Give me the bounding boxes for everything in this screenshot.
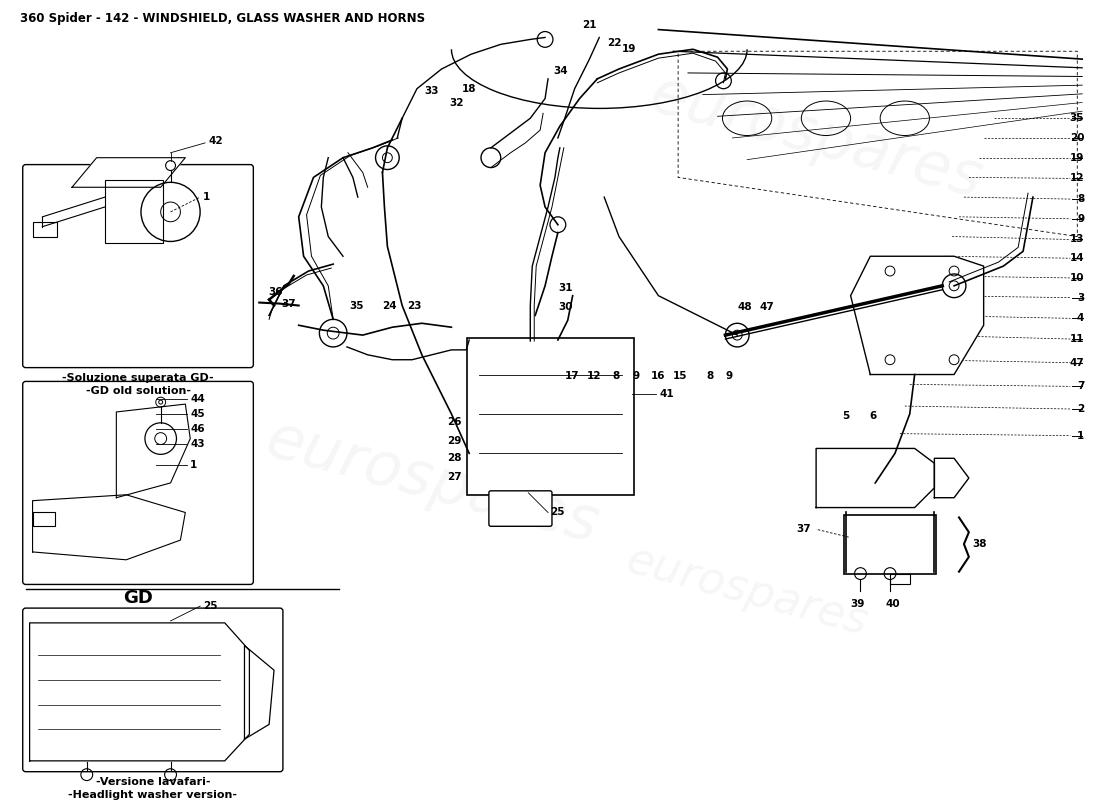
Text: 47: 47	[759, 302, 774, 313]
Text: 28: 28	[447, 454, 462, 463]
FancyBboxPatch shape	[844, 515, 936, 574]
Text: 1: 1	[1077, 430, 1085, 441]
Text: 24: 24	[382, 301, 397, 310]
Text: 42: 42	[208, 136, 222, 146]
Polygon shape	[244, 646, 274, 739]
Text: 45: 45	[190, 409, 205, 419]
Text: -Versione lavafari-: -Versione lavafari-	[96, 777, 210, 786]
Text: 12: 12	[1069, 174, 1085, 183]
Polygon shape	[850, 256, 983, 374]
Text: 19: 19	[1070, 153, 1085, 162]
Text: 44: 44	[190, 394, 205, 404]
Text: 38: 38	[971, 539, 987, 549]
Text: 18: 18	[462, 84, 476, 94]
Text: 25: 25	[550, 507, 564, 518]
Text: 30: 30	[558, 302, 573, 313]
Text: 41: 41	[659, 390, 674, 399]
Text: 1: 1	[204, 192, 210, 202]
Text: 29: 29	[448, 435, 462, 446]
Text: 13: 13	[1069, 234, 1085, 245]
Text: 9: 9	[632, 371, 639, 382]
Text: 15: 15	[673, 371, 688, 382]
Text: 26: 26	[447, 417, 462, 427]
Text: 35: 35	[350, 301, 364, 310]
Text: 25: 25	[204, 601, 218, 611]
Text: eurospares: eurospares	[260, 410, 604, 556]
FancyBboxPatch shape	[488, 491, 552, 526]
Text: 1: 1	[190, 460, 198, 470]
Polygon shape	[30, 623, 250, 761]
Text: 46: 46	[190, 424, 205, 434]
Text: 23: 23	[407, 301, 421, 310]
Text: 37: 37	[282, 298, 296, 309]
Text: 6: 6	[870, 411, 877, 421]
Text: 31: 31	[558, 282, 573, 293]
Text: eurospares: eurospares	[621, 538, 872, 644]
Text: 7: 7	[1077, 382, 1085, 391]
Text: 40: 40	[886, 599, 900, 610]
Text: 17: 17	[564, 371, 579, 382]
Text: 8: 8	[613, 371, 619, 382]
Text: 22: 22	[607, 38, 621, 48]
Text: 27: 27	[447, 472, 462, 482]
Polygon shape	[117, 404, 190, 498]
FancyBboxPatch shape	[23, 608, 283, 772]
Text: 32: 32	[449, 98, 463, 109]
Text: 12: 12	[587, 371, 602, 382]
Text: 35: 35	[1069, 114, 1085, 123]
Text: 19: 19	[621, 44, 636, 54]
Text: 21: 21	[582, 19, 596, 30]
Text: 34: 34	[553, 66, 568, 76]
Text: 37: 37	[796, 524, 811, 534]
Text: 2: 2	[1077, 404, 1085, 414]
Text: 48: 48	[738, 302, 752, 313]
FancyBboxPatch shape	[104, 180, 163, 243]
Text: 11: 11	[1069, 334, 1085, 344]
Text: -GD old solution-: -GD old solution-	[86, 386, 190, 396]
Text: 9: 9	[726, 371, 733, 382]
Text: 5: 5	[842, 411, 849, 421]
Text: 33: 33	[425, 86, 439, 96]
Polygon shape	[33, 494, 185, 560]
Text: 39: 39	[850, 599, 865, 610]
Text: -Headlight washer version-: -Headlight washer version-	[68, 790, 238, 800]
Text: 360 Spider - 142 - WINDSHIELD, GLASS WASHER AND HORNS: 360 Spider - 142 - WINDSHIELD, GLASS WAS…	[20, 12, 425, 25]
Polygon shape	[816, 449, 934, 507]
Text: 16: 16	[651, 371, 666, 382]
Text: GD: GD	[123, 590, 153, 607]
Text: 8: 8	[706, 371, 713, 382]
FancyBboxPatch shape	[468, 338, 634, 494]
Text: 10: 10	[1069, 273, 1085, 283]
Text: 20: 20	[1069, 133, 1085, 143]
Text: 47: 47	[1069, 358, 1085, 368]
Polygon shape	[72, 158, 185, 187]
FancyBboxPatch shape	[23, 165, 253, 368]
Text: 4: 4	[1077, 314, 1085, 323]
Text: 36: 36	[268, 286, 284, 297]
Text: 43: 43	[190, 438, 205, 449]
Text: eurospares: eurospares	[644, 66, 989, 210]
FancyBboxPatch shape	[23, 382, 253, 585]
Text: 8: 8	[1077, 194, 1085, 204]
Text: 14: 14	[1069, 254, 1085, 263]
Text: 9: 9	[1077, 214, 1085, 224]
Text: -Soluzione superata GD-: -Soluzione superata GD-	[63, 373, 213, 382]
Text: 3: 3	[1077, 293, 1085, 302]
